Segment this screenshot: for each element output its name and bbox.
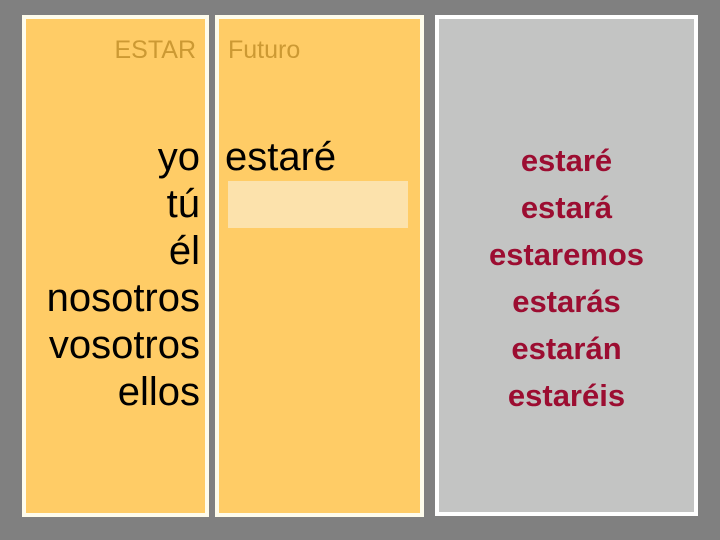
pronoun-yo: yo [157,135,200,179]
verb-panel: ESTAR yo tú él nosotros vosotros ellos [22,15,209,517]
answer-word: estaréis [507,378,626,413]
answer-word: estarás [512,284,621,319]
answer-word: estaré [520,143,613,178]
pronoun-tu: tú [166,182,200,226]
answer-word-list: estaré estará estaremos estarás estarán … [439,137,694,419]
pronoun-nosotros: nosotros [46,276,200,320]
answers-panel: estaré estará estaremos estarás estarán … [435,15,698,516]
pronoun-ellos: ellos [117,370,200,414]
answer-word: estarán [511,331,622,366]
answer-word: estaremos [488,237,645,272]
verb-panel-header: ESTAR [114,36,197,64]
conjugation-row-yo: estaré [225,135,337,179]
answer-word: estará [520,190,613,225]
pronoun-list: yo tú él nosotros vosotros ellos [26,134,200,416]
revealed-conjugations: estaré [225,134,420,181]
pronoun-vosotros: vosotros [48,323,200,367]
tense-panel-header: Futuro [228,36,301,64]
pronoun-el: él [168,229,200,273]
tense-panel: Futuro estaré [215,15,424,517]
current-answer-highlight-box[interactable] [228,181,408,228]
